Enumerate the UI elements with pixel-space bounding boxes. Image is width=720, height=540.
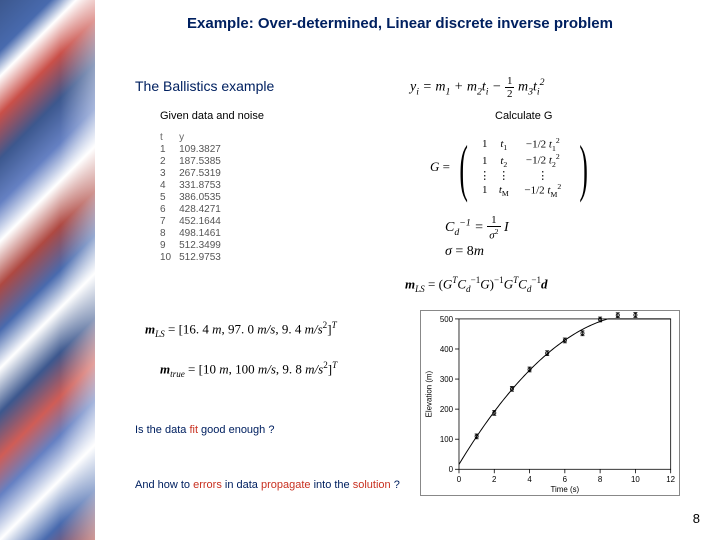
svg-text:4: 4 (527, 475, 532, 484)
table-row: 7452.1644 (160, 216, 229, 228)
col-t: t (160, 132, 179, 144)
question-propagate: And how to errors in data propagate into… (135, 478, 405, 493)
table-row: 9512.3499 (160, 240, 229, 252)
svg-text:0: 0 (449, 465, 454, 474)
svg-text:Elevation (m): Elevation (m) (424, 370, 433, 417)
table-row: 4331.8753 (160, 180, 229, 192)
equation-mls-formula: mLS = (GTCd−1G)−1GTCd−1d (405, 275, 548, 294)
equation-sigma: σ = 8m (445, 244, 484, 260)
svg-text:8: 8 (598, 475, 603, 484)
table-row: 5386.0535 (160, 192, 229, 204)
table-row: 3267.5319 (160, 168, 229, 180)
label-given-data: Given data and noise (160, 110, 264, 122)
slide-subtitle: The Ballistics example (135, 78, 274, 94)
svg-text:500: 500 (440, 315, 454, 324)
ballistics-chart: 0 2 4 6 8 10 12 0 100 200 300 400 500 Time (s) Elevati… (420, 310, 680, 496)
result-m-true: mtrue = [10 m, 100 m/s, 9. 8 m/s2]T (160, 360, 337, 379)
svg-text:0: 0 (457, 475, 462, 484)
table-row: 2187.5385 (160, 156, 229, 168)
svg-text:10: 10 (631, 475, 640, 484)
svg-text:300: 300 (440, 375, 454, 384)
equation-cd-inverse: Cd−1 = 1σ2 I (445, 214, 509, 242)
svg-text:Time (s): Time (s) (550, 485, 579, 494)
table-row: 10512.9753 (160, 252, 229, 264)
chart-svg: 0 2 4 6 8 10 12 0 100 200 300 400 500 Time (s) Elevati… (421, 311, 679, 495)
data-table: t y 1109.3827 2187.5385 3267.5319 4331.8… (160, 132, 229, 264)
equation-model: yi = m1 + m2ti − 12 m3ti2 (410, 75, 545, 100)
slide-content: Example: Over-determined, Linear discret… (0, 0, 720, 540)
equation-matrix-g: G = ( 1t1−1/2 t12 1t2−1/2 t22 ⋮⋮⋮ 1tM−1/… (430, 136, 594, 200)
label-calculate-g: Calculate G (495, 110, 552, 122)
svg-text:200: 200 (440, 405, 454, 414)
svg-text:400: 400 (440, 345, 454, 354)
svg-text:6: 6 (563, 475, 568, 484)
table-row: 6428.4271 (160, 204, 229, 216)
table-row: 1109.3827 (160, 144, 229, 156)
table-header: t y (160, 132, 229, 144)
page-number: 8 (693, 511, 700, 526)
svg-text:2: 2 (492, 475, 496, 484)
table-row: 8498.1461 (160, 228, 229, 240)
slide-title: Example: Over-determined, Linear discret… (120, 14, 680, 34)
svg-text:12: 12 (666, 475, 675, 484)
question-fit: Is the data fit good enough ? (135, 424, 274, 436)
svg-text:100: 100 (440, 435, 454, 444)
result-m-ls: mLS = [16. 4 m, 97. 0 m/s, 9. 4 m/s2]T (145, 320, 337, 339)
col-y: y (179, 132, 229, 144)
